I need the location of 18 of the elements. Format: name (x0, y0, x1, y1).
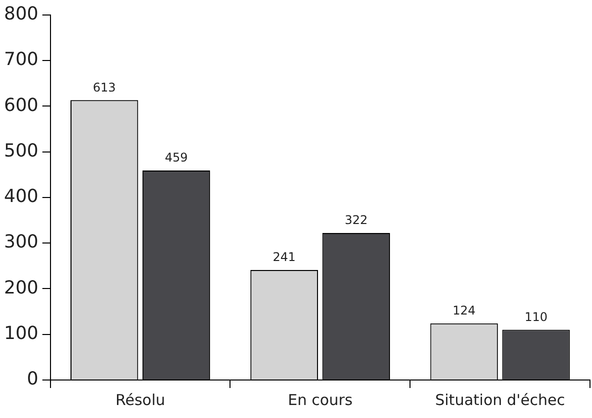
data-label: 459 (164, 150, 188, 165)
data-label: 613 (92, 80, 116, 94)
y-tick-label: 0 (26, 368, 38, 390)
y-tick-label: 800 (4, 3, 38, 24)
y-tick-label: 200 (4, 277, 38, 298)
y-tick-label: 400 (4, 186, 38, 208)
x-tick-label: En cours (288, 390, 353, 409)
y-tick-label: 100 (4, 323, 38, 344)
data-label: 124 (452, 304, 476, 318)
data-label: 110 (524, 310, 548, 324)
x-tick-label: Situation d'échec (435, 390, 565, 409)
y-tick-label: 600 (4, 94, 38, 116)
x-tick-label: Résolu (115, 390, 166, 409)
y-tick-label: 300 (4, 232, 38, 253)
data-label: 241 (272, 250, 296, 264)
y-tick-label: 500 (4, 140, 38, 162)
data-label: 322 (344, 213, 368, 228)
y-tick-label: 700 (4, 49, 38, 70)
